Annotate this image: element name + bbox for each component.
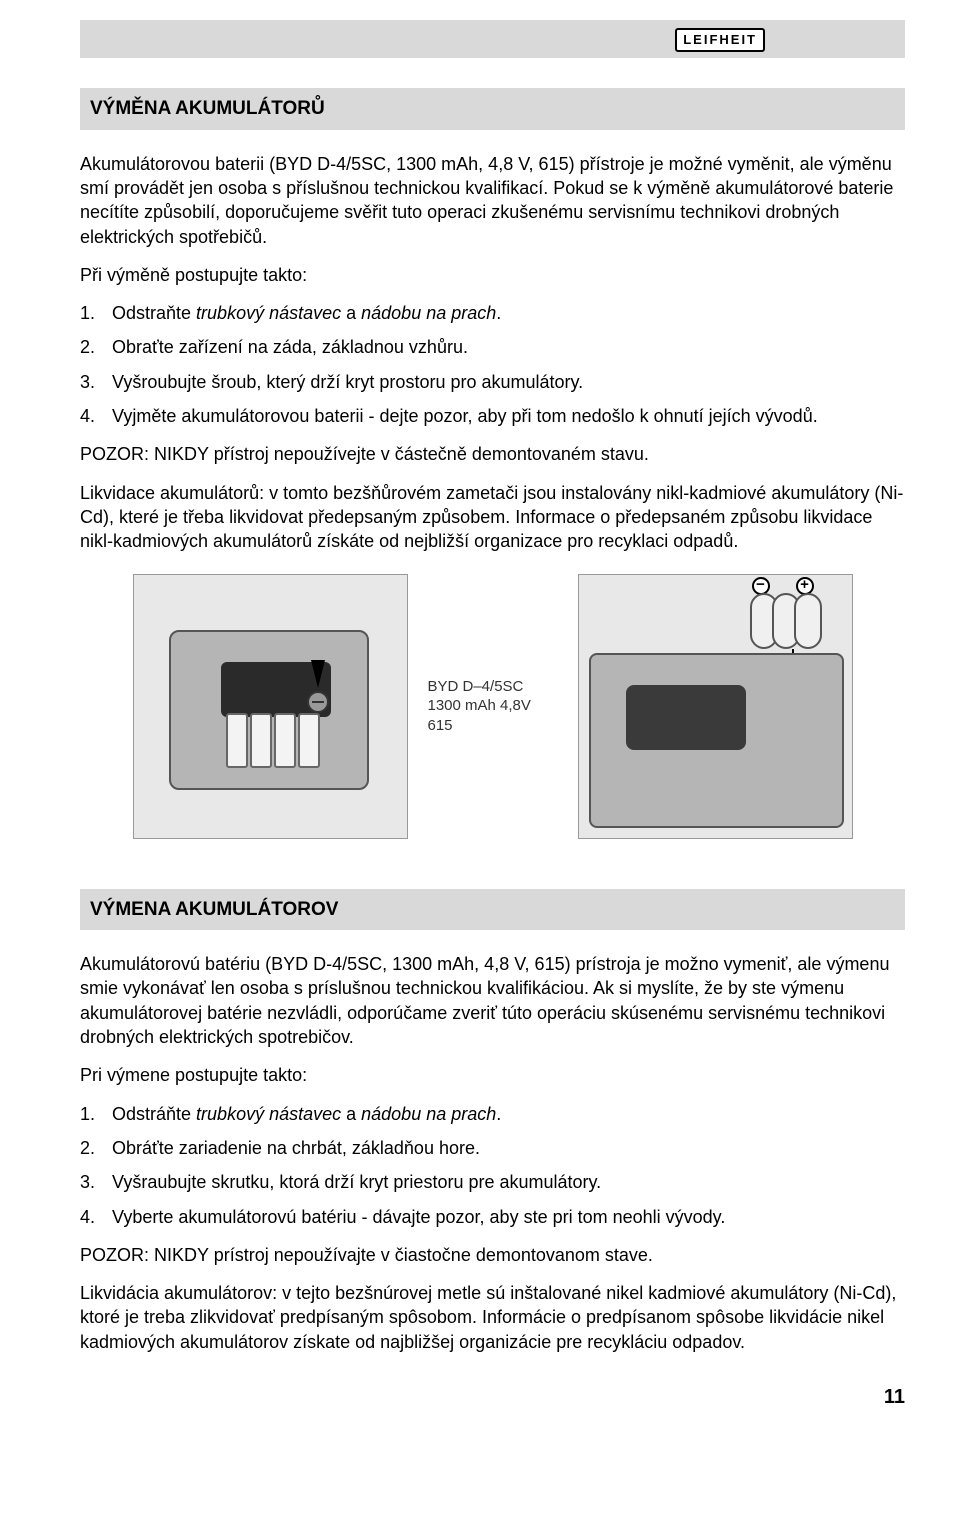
sk-paragraph-2: Pri výmene postupujte takto: [80, 1063, 905, 1087]
device-body [589, 653, 844, 828]
cz-paragraph-1: Akumulátorovou baterii (BYD D-4/5SC, 130… [80, 152, 905, 249]
sk-steps-list: 1. Odstráňte trubkový nástavec a nádobu … [80, 1102, 905, 1229]
back-slot [626, 685, 746, 750]
battery-cells-top [756, 593, 822, 649]
arrow-down-icon [311, 660, 325, 688]
cz-step-1: 1. Odstraňte trubkový nástavec a nádobu … [80, 301, 905, 325]
step-text-pre: Odstráňte [112, 1104, 196, 1124]
step-text: Obraťte zařízení na záda, základnou vzhů… [112, 337, 468, 357]
sk-step-4: 4. Vyberte akumulátorovú batériu - dávaj… [80, 1205, 905, 1229]
step-text-it: trubkový nástavec [196, 303, 341, 323]
sk-step-1: 1. Odstráňte trubkový nástavec a nádobu … [80, 1102, 905, 1126]
step-text-post: . [496, 1104, 501, 1124]
sk-disposal: Likvidácia akumulátorov: v tejto bezšnúr… [80, 1281, 905, 1354]
step-text: Vyšraubujte skrutku, ktorá drží kryt pri… [112, 1172, 601, 1192]
header-band: LEIFHEIT [80, 20, 905, 58]
cz-step-3: 3. Vyšroubujte šroub, který drží kryt pr… [80, 370, 905, 394]
cz-steps-list: 1. Odstraňte trubkový nástavec a nádobu … [80, 301, 905, 428]
diagram-label: BYD D–4/5SC 1300 mAh 4,8V 615 [428, 677, 558, 736]
step-text-pre: Odstraňte [112, 303, 196, 323]
cell-icon [794, 593, 822, 649]
cz-disposal: Likvidace akumulátorů: v tomto bezšňůrov… [80, 481, 905, 554]
step-number: 2. [80, 1136, 95, 1160]
cell-icon [250, 713, 272, 768]
cell-icon [226, 713, 248, 768]
sk-warning: POZOR: NIKDY prístroj nepoužívajte v čia… [80, 1243, 905, 1267]
battery-cells-bottom [226, 713, 320, 768]
step-text-mid: a [341, 1104, 361, 1124]
sk-paragraph-1: Akumulátorovú batériu (BYD D-4/5SC, 1300… [80, 952, 905, 1049]
sk-step-2: 2. Obráťte zariadenie na chrbát, základň… [80, 1136, 905, 1160]
step-text-it2: nádobu na prach [361, 1104, 496, 1124]
battery-compartment [169, 630, 369, 790]
manual-page: LEIFHEIT VÝMĚNA AKUMULÁTORŮ Akumulátorov… [0, 0, 960, 1451]
section-title-sk: VÝMENA AKUMULÁTOROV [80, 889, 905, 931]
step-text: Vyberte akumulátorovú batériu - dávajte … [112, 1207, 725, 1227]
step-number: 3. [80, 1170, 95, 1194]
cz-warning: POZOR: NIKDY přístroj nepoužívejte v čás… [80, 442, 905, 466]
step-text: Vyšroubujte šroub, který drží kryt prost… [112, 372, 583, 392]
battery-diagram: BYD D–4/5SC 1300 mAh 4,8V 615 − + [80, 574, 905, 839]
cz-step-2: 2. Obraťte zařízení na záda, základnou v… [80, 335, 905, 359]
cell-icon [298, 713, 320, 768]
step-text: Obráťte zariadenie na chrbát, základňou … [112, 1138, 480, 1158]
step-text-it: trubkový nástavec [196, 1104, 341, 1124]
diagram-left-panel [133, 574, 408, 839]
sk-step-3: 3. Vyšraubujte skrutku, ktorá drží kryt … [80, 1170, 905, 1194]
diagram-label-line1: BYD D–4/5SC [428, 677, 558, 697]
diagram-right-panel: − + [578, 574, 853, 839]
cz-paragraph-2: Při výměně postupujte takto: [80, 263, 905, 287]
step-number: 4. [80, 404, 95, 428]
step-text: Vyjměte akumulátorovou baterii - dejte p… [112, 406, 818, 426]
step-number: 1. [80, 1102, 95, 1126]
step-number: 2. [80, 335, 95, 359]
page-number: 11 [80, 1384, 905, 1411]
step-text-mid: a [341, 303, 361, 323]
cz-step-4: 4. Vyjměte akumulátorovou baterii - dejt… [80, 404, 905, 428]
step-number: 3. [80, 370, 95, 394]
diagram-label-line2: 1300 mAh 4,8V 615 [428, 696, 558, 735]
step-number: 1. [80, 301, 95, 325]
step-number: 4. [80, 1205, 95, 1229]
step-text-it2: nádobu na prach [361, 303, 496, 323]
section-title-cz: VÝMĚNA AKUMULÁTORŮ [80, 88, 905, 130]
step-text-post: . [496, 303, 501, 323]
brand-logo: LEIFHEIT [675, 28, 765, 52]
cell-icon [274, 713, 296, 768]
screw-icon [307, 691, 329, 713]
